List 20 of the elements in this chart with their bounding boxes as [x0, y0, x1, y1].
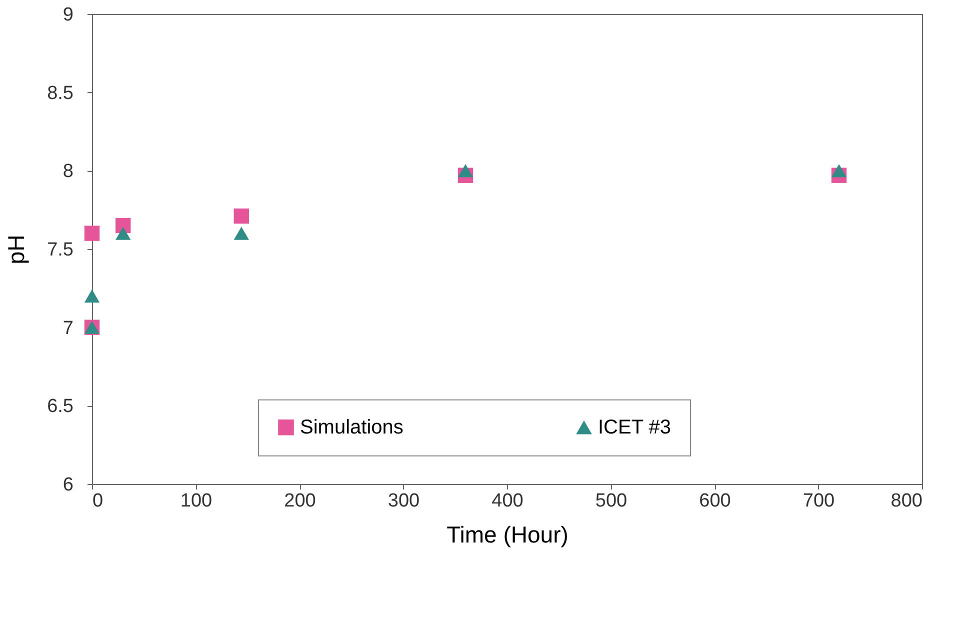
x-tick-label: 800 — [890, 490, 922, 512]
legend-label: Simulations — [300, 416, 404, 438]
x-tick-label: 500 — [595, 490, 628, 512]
x-tick-label: 600 — [699, 490, 731, 512]
x-tick-label: 200 — [284, 490, 316, 512]
x-axis-title: Time (Hour) — [446, 522, 568, 548]
y-tick-label: 9 — [62, 4, 74, 26]
x-tick-label: 0 — [92, 490, 104, 512]
y-tick-label: 7.5 — [47, 240, 74, 260]
legend-label: ICET #3 — [598, 416, 671, 438]
y-axis-title: pH — [3, 234, 30, 264]
y-tick-label: 8 — [62, 161, 74, 182]
y-tick-label: 6.5 — [47, 396, 74, 418]
x-tick-label: 400 — [492, 490, 524, 512]
x-tick-label: 300 — [388, 490, 420, 512]
x-tick-label: 700 — [802, 490, 835, 512]
x-tick-label: 100 — [180, 490, 212, 512]
y-tick-label: 6 — [62, 474, 74, 496]
y-tick-label: 7 — [62, 318, 74, 339]
y-tick-label: 8.5 — [47, 82, 74, 104]
